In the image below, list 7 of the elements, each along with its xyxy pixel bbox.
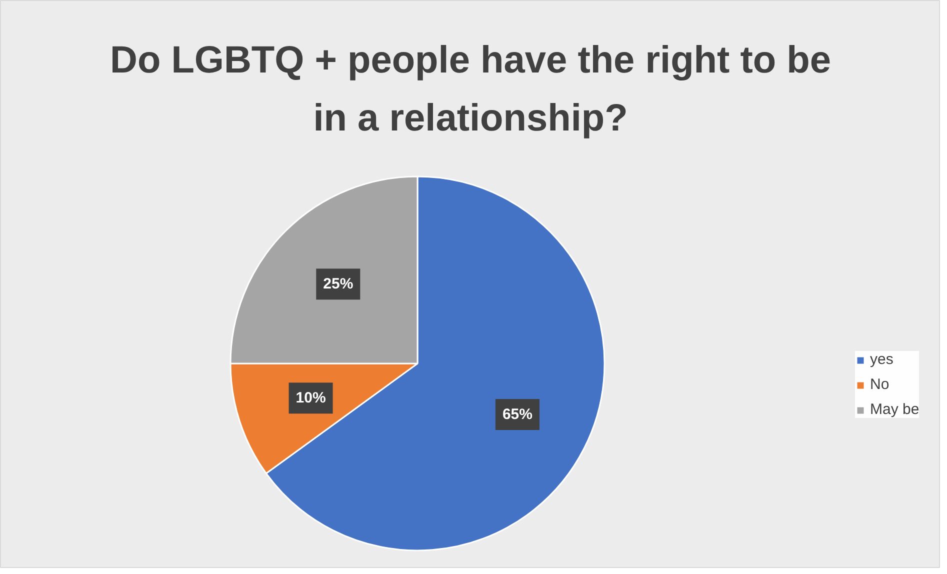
data-label: 65% (502, 406, 532, 423)
legend-label: yes (870, 351, 894, 368)
chart-title: Do LGBTQ + people have the right to be in a relationship? (110, 40, 831, 140)
data-label: 25% (323, 276, 354, 293)
data-label: 10% (296, 390, 326, 407)
legend-label: No (870, 376, 890, 393)
legend-label: May be (870, 401, 920, 418)
